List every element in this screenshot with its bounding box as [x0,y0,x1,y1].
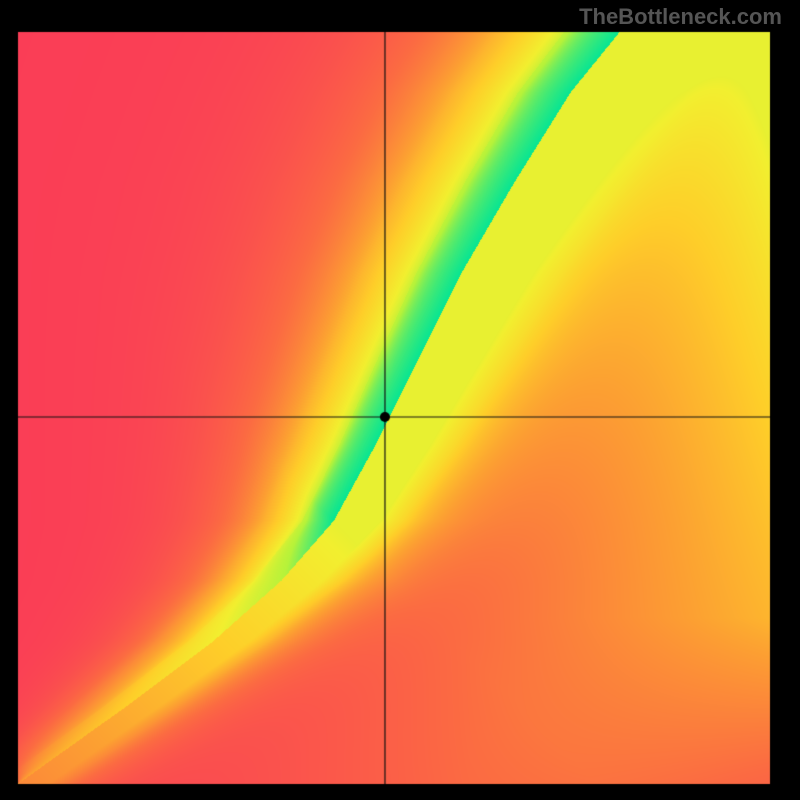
watermark-text: TheBottleneck.com [579,4,782,30]
bottleneck-heatmap [0,0,800,800]
